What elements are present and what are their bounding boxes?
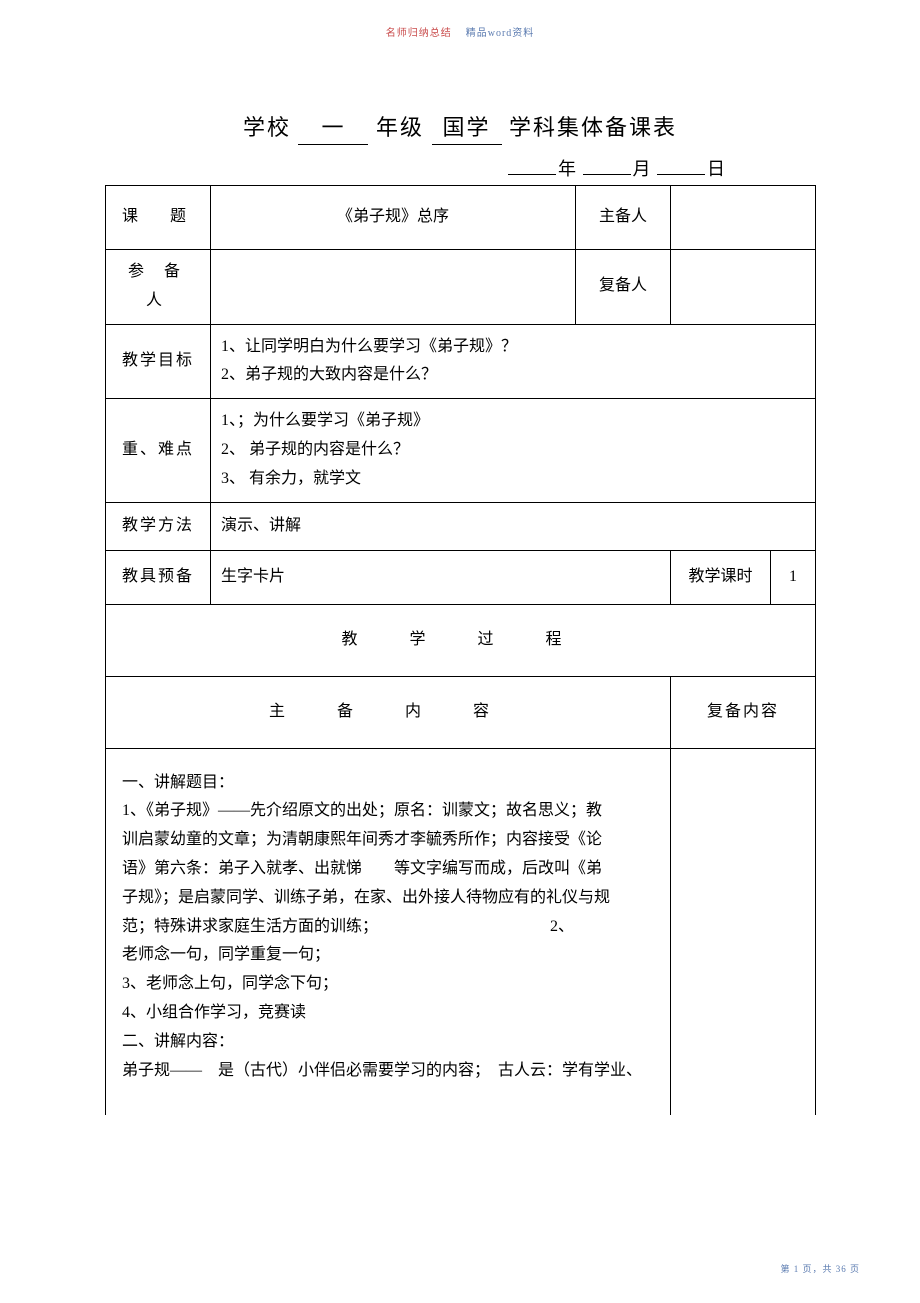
row-tool: 教具预备 生字卡片 教学课时 1 — [106, 550, 816, 604]
tool-value: 生字卡片 — [211, 550, 671, 604]
review-content-body — [671, 748, 816, 1115]
body-line-text: 范；特殊讲求家庭生活方面的训练； — [122, 918, 378, 935]
review-prep-value — [671, 250, 816, 325]
main-content-body: 一、讲解题目： 1、《弟子规》——先介绍原文的出处；原名：训蒙文；故名思义；教 … — [106, 748, 671, 1115]
keypoint-label: 重、难点 — [106, 399, 211, 502]
row-method: 教学方法 演示、讲解 — [106, 502, 816, 550]
day-slot — [657, 157, 705, 175]
body-line: 二、讲解内容： — [122, 1028, 654, 1057]
page-content: 学校 一 年级 国学 学科集体备课表 年 月 日 课 题 《弟子规》总序 主备人… — [105, 110, 815, 1115]
header-watermark: 名师归纳总结 精品word资料 — [0, 24, 920, 39]
method-label: 教学方法 — [106, 502, 211, 550]
lesson-form-table: 课 题 《弟子规》总序 主备人 参 备 人 复备人 教学目标 1、让同学明白为什… — [105, 185, 816, 1115]
title-subject: 国学 — [432, 110, 502, 145]
year-label: 年 — [558, 159, 576, 179]
tool-label: 教具预备 — [106, 550, 211, 604]
header-red-text: 名师归纳总结 — [386, 28, 452, 39]
hours-value: 1 — [771, 550, 816, 604]
row-keypoint: 重、难点 1、；为什么要学习《弟子规》 2、 弟子规的内容是什么？ 3、 有余力… — [106, 399, 816, 502]
month-label: 月 — [633, 159, 651, 179]
review-prep-label: 复备人 — [576, 250, 671, 325]
title-prefix: 学校 — [243, 115, 291, 140]
row-coprep: 参 备 人 复备人 — [106, 250, 816, 325]
main-prep-label: 主备人 — [576, 186, 671, 250]
topic-value: 《弟子规》总序 — [211, 186, 576, 250]
co-prep-label: 参 备 人 — [106, 250, 211, 325]
row-goal: 教学目标 1、让同学明白为什么要学习《弟子规》？ 2、弟子规的大致内容是什么？ — [106, 324, 816, 399]
body-line: 1、《弟子规》——先介绍原文的出处；原名：训蒙文；故名思义；教 — [122, 797, 654, 826]
body-line: 弟子规—— 是（古代）小伴侣必需要学习的内容； 古人云：学有学业、 — [122, 1057, 654, 1086]
form-title: 学校 一 年级 国学 学科集体备课表 — [105, 110, 815, 145]
header-blue-text: 精品word资料 — [466, 28, 535, 39]
topic-label: 课 题 — [106, 186, 211, 250]
co-prep-value — [211, 250, 576, 325]
title-grade: 一 — [298, 110, 368, 145]
keypoint-value: 1、；为什么要学习《弟子规》 2、 弟子规的内容是什么？ 3、 有余力，就学文 — [211, 399, 816, 502]
date-line: 年 月 日 — [105, 155, 815, 181]
goal-value: 1、让同学明白为什么要学习《弟子规》？ 2、弟子规的大致内容是什么？ — [211, 324, 816, 399]
day-label: 日 — [707, 159, 725, 179]
row-process-header: 教 学 过 程 — [106, 604, 816, 676]
main-prep-value — [671, 186, 816, 250]
review-content-header: 复备内容 — [671, 676, 816, 748]
main-content-header: 主 备 内 容 — [106, 676, 671, 748]
body-inline-2: 2、 — [550, 913, 574, 942]
body-line: 老师念一句，同学重复一句； — [122, 941, 654, 970]
body-line: 子规》；是启蒙同学、训练子弟，在家、出外接人待物应有的礼仪与规 — [122, 884, 654, 913]
body-line: 4、小组合作学习，竞赛读 — [122, 999, 654, 1028]
body-line: 3、老师念上句，同学念下句； — [122, 970, 654, 999]
process-header: 教 学 过 程 — [106, 604, 816, 676]
year-slot — [508, 157, 556, 175]
row-topic: 课 题 《弟子规》总序 主备人 — [106, 186, 816, 250]
row-body: 一、讲解题目： 1、《弟子规》——先介绍原文的出处；原名：训蒙文；故名思义；教 … — [106, 748, 816, 1115]
method-value: 演示、讲解 — [211, 502, 816, 550]
goal-label: 教学目标 — [106, 324, 211, 399]
title-suffix: 学科集体备课表 — [509, 115, 677, 140]
body-line: 语》第六条：弟子入就孝、出就悌 等文字编写而成，后改叫《弟 — [122, 855, 654, 884]
body-line: 训启蒙幼童的文章；为清朝康熙年间秀才李毓秀所作；内容接受《论 — [122, 826, 654, 855]
page-footer: 第 1 页，共 36 页 — [780, 1262, 860, 1275]
hours-label: 教学课时 — [671, 550, 771, 604]
row-subheaders: 主 备 内 容 复备内容 — [106, 676, 816, 748]
title-grade-label: 年级 — [376, 115, 424, 140]
month-slot — [583, 157, 631, 175]
body-line: 范；特殊讲求家庭生活方面的训练； 2、 — [122, 913, 654, 942]
body-line: 一、讲解题目： — [122, 769, 654, 798]
